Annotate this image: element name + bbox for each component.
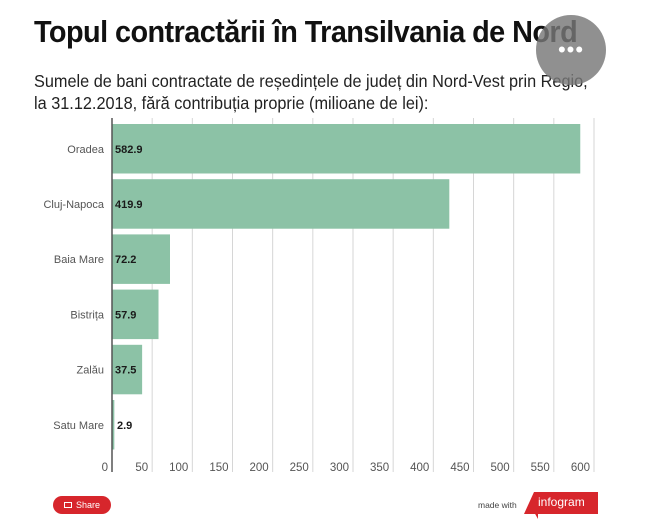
chart-title: Topul contractării în Transilvania de No… bbox=[34, 14, 578, 49]
bars bbox=[112, 124, 581, 450]
x-tick-label: 150 bbox=[209, 462, 228, 474]
category-label: Satu Mare bbox=[53, 420, 104, 432]
x-tick-label: 350 bbox=[370, 462, 389, 474]
x-tick-label: 600 bbox=[571, 462, 590, 474]
value-label: 419.9 bbox=[115, 199, 143, 211]
x-tick-label: 550 bbox=[531, 462, 550, 474]
bar-chart: Oradea Cluj-Napoca Baia Mare Bistrița Zalău S… bbox=[43, 118, 595, 474]
value-label: 582.9 bbox=[115, 144, 143, 156]
chart-subtitle: Sumele de bani contractate de reședințel… bbox=[34, 71, 588, 113]
value-label: 57.9 bbox=[115, 309, 136, 321]
category-label: Oradea bbox=[67, 144, 105, 156]
grid-lines bbox=[151, 118, 595, 472]
share-label: Share bbox=[75, 500, 101, 510]
value-label: 37.5 bbox=[115, 365, 136, 377]
x-tick-label: 100 bbox=[169, 462, 188, 474]
more-horizontal-icon: ••• bbox=[557, 37, 585, 62]
x-tick-label: 250 bbox=[290, 462, 309, 474]
more-options-button[interactable]: ••• bbox=[536, 15, 606, 85]
bar bbox=[112, 400, 115, 450]
x-tick-label: 500 bbox=[490, 462, 509, 474]
bar bbox=[112, 344, 143, 395]
value-label: 72.2 bbox=[115, 254, 136, 266]
bar bbox=[112, 179, 450, 229]
x-tick-label: 200 bbox=[249, 462, 268, 474]
infogram-logo[interactable]: infogram bbox=[524, 492, 598, 519]
x-tick-label: 0 bbox=[102, 462, 108, 474]
category-label: Bistrița bbox=[70, 309, 105, 321]
category-label: Cluj-Napoca bbox=[43, 199, 104, 211]
category-label: Zalău bbox=[76, 365, 104, 377]
x-tick-labels: 0 50 100 150 200 250 300 350 400 450 500 550 600 bbox=[102, 462, 590, 474]
category-label: Baia Mare bbox=[54, 254, 104, 266]
made-with-label: made with bbox=[478, 500, 517, 510]
x-tick-label: 50 bbox=[135, 462, 148, 474]
value-labels: 582.9 419.9 72.2 57.9 37.5 2.9 bbox=[115, 144, 143, 432]
infogram-badge-tail bbox=[534, 512, 538, 519]
category-labels: Oradea Cluj-Napoca Baia Mare Bistrița Zalău S… bbox=[43, 144, 104, 432]
value-label: 2.9 bbox=[117, 420, 132, 432]
share-icon bbox=[63, 502, 72, 508]
share-button[interactable]: Share bbox=[53, 496, 111, 514]
bar bbox=[112, 234, 171, 284]
x-tick-label: 300 bbox=[330, 462, 349, 474]
bar bbox=[112, 124, 581, 174]
infogram-brand-text: infogram bbox=[538, 495, 585, 509]
infogram-badge-shape bbox=[524, 492, 598, 514]
x-tick-label: 400 bbox=[410, 462, 429, 474]
bar bbox=[112, 289, 159, 340]
x-tick-label: 450 bbox=[450, 462, 469, 474]
